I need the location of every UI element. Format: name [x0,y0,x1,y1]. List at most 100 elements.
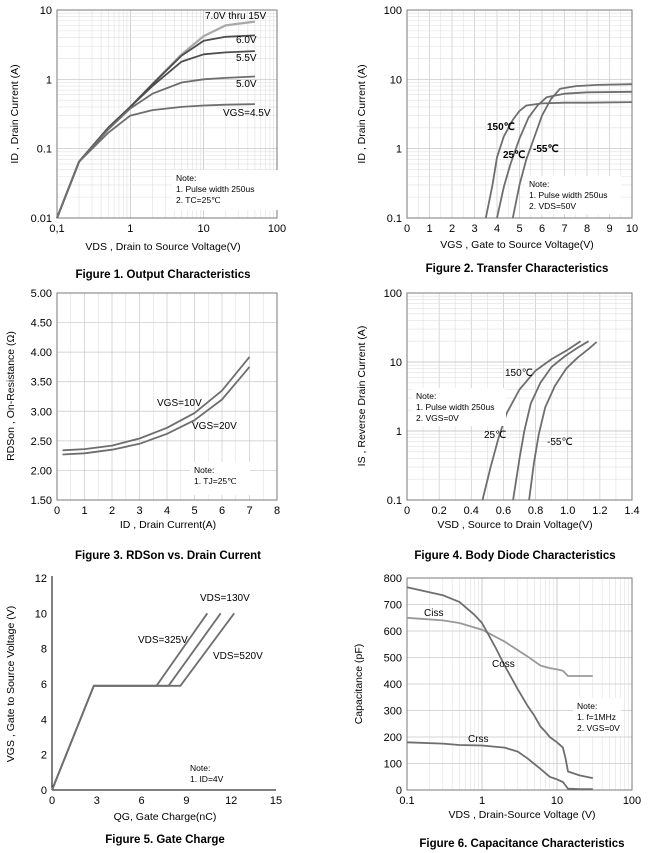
x-tick-label: 10 [551,795,563,807]
series-label: 7.0V thru 15V [205,11,266,22]
x-tick-label: 12 [225,795,237,807]
y-tick-label: 600 [384,626,402,638]
y-tick-label: 100 [384,759,402,771]
x-tick-label: 1.0 [560,505,575,517]
x-tick-label: 0.1 [399,795,414,807]
y-tick-label: 10 [35,608,47,620]
note-line: 2. VDS=50V [529,201,576,211]
y-tick-label: 800 [384,573,402,585]
x-axis-label: QG, Gate Charge(nC) [114,811,217,823]
note-line: Note: [529,179,549,189]
note-box [186,760,244,782]
x-tick-label: 4 [164,505,170,517]
y-tick-label: 6 [41,679,47,691]
y-tick-label: 0.1 [37,144,52,156]
y-tick-label: 700 [384,600,402,612]
y-tick-label: 200 [384,732,402,744]
x-tick-label: 2 [109,505,115,517]
x-tick-label: 0.8 [528,505,543,517]
series-label: Crss [468,734,489,745]
series-line-2 [512,340,590,501]
chart-2: 0 1 2 3 4 5 6 7 8 9 10 0.1 1 10 100 VGS , Gate to Sourc… [356,5,638,275]
x-tick-label: 1 [426,223,432,235]
x-tick-label: 6 [219,505,225,517]
note-box [172,170,278,210]
note-line: Note: [176,173,196,183]
x-tick-label: 3 [471,223,477,235]
series-line-2 [496,90,633,219]
plot-frame [406,292,633,501]
x-tick-label: 15 [270,795,282,807]
y-tick-label: 400 [384,679,402,691]
y-axis-label: IS , Reverse Drain Current (A) [356,326,368,467]
series-line-1 [62,356,251,452]
note-line: Note: [577,701,597,711]
series-label: Ciss [424,608,443,619]
x-tick-label: 0 [404,223,410,235]
series-label: -55℃ [547,437,573,448]
series-label: 5.0V [236,79,257,90]
x-tick-label: 2 [449,223,455,235]
x-tick-label: 8 [274,505,280,517]
note-line: 2. VGS=0V [416,413,459,423]
y-tick-label: 0 [41,785,47,797]
x-tick-label: 6 [539,223,545,235]
plot-frame [56,9,278,219]
y-axis-label: VGS , Gate to Source Voltage (V) [5,606,17,762]
y-tick-label: 0 [396,785,402,797]
y-tick-label: 3.00 [31,406,52,418]
y-tick-label: 500 [384,653,402,665]
x-tick-label: 10 [198,223,210,235]
y-tick-label: 2.00 [31,465,52,477]
x-axis-label: ID , Drain Current(A) [120,519,216,531]
series-label: 150℃ [505,368,533,379]
series-line-5 [56,103,255,219]
chart-4: 0 0.2 0.4 0.6 0.8 1.0 1.2 1.4 0.1 1 10 100 VSD , Sou… [356,288,640,562]
x-tick-label: 1 [81,505,87,517]
note-line: 1. ID=4V [190,774,224,784]
x-tick-label: 1.4 [624,505,639,517]
series-line-2 [62,366,251,456]
note-line: 1. Pulse width 250us [176,184,254,194]
x-tick-label: 7 [561,223,567,235]
series-label: VGS=10V [157,398,202,409]
note-box [412,388,506,426]
y-axis-label: RDSon , On-Resistance (Ω) [5,331,17,461]
x-axis-label: VSD , Source to Drain Voltage(V) [437,519,592,531]
y-tick-label: 12 [35,573,47,585]
x-axis-label: VGS , Gate to Source Voltage(V) [440,239,594,251]
chart-5: 0 3 6 9 12 15 0 2 4 6 8 10 12 QG, Gate Charge(nC) VGS … [5,573,282,846]
y-tick-label: 1 [396,144,402,156]
y-axis-label: ID , Drain Current (A) [9,64,21,163]
x-axis-label: VDS , Drain-Source Voltage (V) [448,809,595,821]
series-label: VDS=325V [138,635,188,646]
note-line: 1. f=1MHz [577,712,616,722]
y-tick-label: 3.50 [31,377,52,389]
y-tick-label: 10 [40,5,52,17]
figure-caption: Figure 3. RDSon vs. Drain Current [75,550,261,562]
x-tick-label: 0,1 [49,223,64,235]
x-tick-label: 1 [127,223,133,235]
x-tick-label: 6 [139,795,145,807]
plot-frame [56,292,278,501]
y-tick-label: 100 [384,5,402,17]
series-label: 25℃ [484,430,506,441]
series-line-1 [406,616,593,677]
x-tick-label: 8 [584,223,590,235]
y-tick-label: 1.50 [31,495,52,507]
series-line-2 [406,586,593,779]
figure-caption: Figure 5. Gate Charge [105,834,225,846]
x-tick-label: 10 [626,223,638,235]
series-label: -55℃ [533,144,559,155]
note-box [525,176,621,214]
x-tick-label: 1 [479,795,485,807]
series-label: VDS=520V [213,651,263,662]
plot-frame [406,9,633,219]
note-line: 2. TC=25℃ [176,195,221,205]
y-tick-label: 0.1 [387,495,402,507]
chart-1: 0,1 1 10 100 0.01 0.1 1 10 VDS , Drain to Source… [9,5,286,281]
note-line: Note: [190,763,210,773]
y-tick-label: 4.50 [31,318,52,330]
series-label: VGS=20V [192,421,237,432]
